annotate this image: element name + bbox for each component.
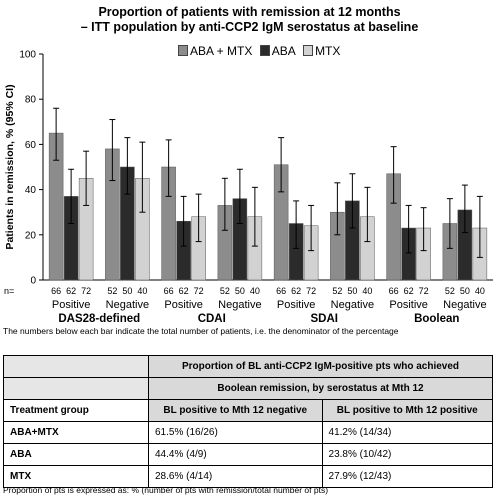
n-label: 66	[276, 286, 286, 296]
table-cell-group: ABA	[3, 443, 149, 466]
group-label: DAS28-defined	[58, 313, 140, 324]
n-label: 62	[66, 286, 76, 296]
legend-label-aba-mtx: ABA + MTX	[190, 44, 253, 58]
y-tick-label: 0	[30, 276, 36, 287]
table-corner-cell-2	[3, 377, 149, 400]
table-footnote: Proportion of pts is expressed as: % (nu…	[3, 485, 329, 495]
table-cell-group: ABA+MTX	[3, 421, 149, 444]
remission-bar-chart: 0 20 40 60 80 100 Patients in remission, % (95…	[4, 50, 493, 324]
category-label: Positive	[277, 299, 316, 311]
table-col-bl-pos-neg: BL positive to Mth 12 negative	[148, 399, 323, 422]
category-label: Positive	[164, 299, 203, 311]
n-label: 50	[235, 286, 245, 296]
category-label: Negative	[218, 299, 261, 311]
n-prefix-label: n=	[4, 286, 14, 296]
n-label: 72	[306, 286, 316, 296]
table-row: ABA+MTX 61.5% (16/26) 41.2% (14/34)	[3, 421, 494, 444]
n-label: 52	[332, 286, 342, 296]
n-label: 62	[291, 286, 301, 296]
table-row: ABA 44.4% (4/9) 23.8% (10/42)	[3, 443, 494, 466]
table-cell-value: 44.4% (4/9)	[148, 443, 323, 466]
y-tick-label: 40	[25, 185, 37, 196]
table-col-bl-pos-pos: BL positive to Mth 12 positive	[321, 399, 494, 422]
y-tick-label: 60	[25, 140, 37, 151]
n-label: 50	[122, 286, 132, 296]
legend-label-mtx: MTX	[315, 44, 341, 58]
y-tick-label: 20	[25, 230, 37, 241]
category-label: Negative	[443, 299, 486, 311]
chart-legend: ABA + MTX ABA MTX	[178, 44, 344, 58]
n-label: 66	[389, 286, 399, 296]
n-label: 72	[419, 286, 429, 296]
y-axis-label: Patients in remission, % (95% CI)	[4, 84, 16, 249]
table-cell-value: 23.8% (10/42)	[321, 443, 494, 466]
table-header-line1: Proportion of BL anti-CCP2 IgM-positive …	[148, 355, 493, 378]
table-cell-value: 27.9% (12/43)	[321, 465, 494, 488]
table-cell-value: 41.2% (14/34)	[321, 421, 494, 444]
n-label: 66	[51, 286, 61, 296]
n-label: 40	[250, 286, 260, 296]
chart-title-line1: Proportion of patients with remission at…	[98, 5, 401, 19]
category-label: Negative	[106, 299, 149, 311]
category-label: Negative	[331, 299, 374, 311]
legend-swatch-mtx	[303, 45, 314, 56]
table-cell-value: 61.5% (16/26)	[148, 421, 323, 444]
n-label: 52	[107, 286, 117, 296]
n-label: 40	[475, 286, 485, 296]
chart-note: The numbers below each bar indicate the …	[3, 326, 399, 336]
n-label: 40	[137, 286, 147, 296]
category-label: Positive	[389, 299, 428, 311]
group-label: CDAI	[198, 313, 226, 324]
serostatus-table: Proportion of BL anti-CCP2 IgM-positive …	[3, 355, 494, 488]
legend-item-aba: ABA	[259, 44, 296, 58]
table-row: MTX 28.6% (4/14) 27.9% (12/43)	[3, 465, 494, 488]
group-label: SDAI	[311, 313, 338, 324]
n-label: 52	[220, 286, 230, 296]
table-corner-cell	[3, 355, 149, 378]
table-col-treatment-group: Treatment group	[3, 399, 149, 422]
y-tick-label: 80	[25, 95, 37, 106]
n-label: 50	[460, 286, 470, 296]
category-label: Positive	[52, 299, 91, 311]
n-label: 50	[347, 286, 357, 296]
y-tick-label: 100	[19, 50, 36, 61]
chart-title-line2: – ITT population by anti-CCP2 IgM serost…	[80, 20, 419, 34]
n-label: 52	[445, 286, 455, 296]
n-label: 62	[179, 286, 189, 296]
legend-swatch-aba	[259, 45, 270, 56]
legend-label-aba: ABA	[271, 44, 296, 58]
legend-item-mtx: MTX	[303, 44, 340, 58]
n-label: 66	[164, 286, 174, 296]
n-label: 62	[404, 286, 414, 296]
group-label: Boolean	[414, 313, 459, 324]
n-label: 40	[362, 286, 372, 296]
n-label: 72	[81, 286, 91, 296]
legend-item-aba-mtx: ABA + MTX	[178, 44, 252, 58]
table-cell-group: MTX	[3, 465, 149, 488]
n-label: 72	[194, 286, 204, 296]
legend-swatch-aba-mtx	[178, 45, 188, 56]
table-header-line2: Boolean remission, by serostatus at Mth …	[148, 377, 493, 400]
